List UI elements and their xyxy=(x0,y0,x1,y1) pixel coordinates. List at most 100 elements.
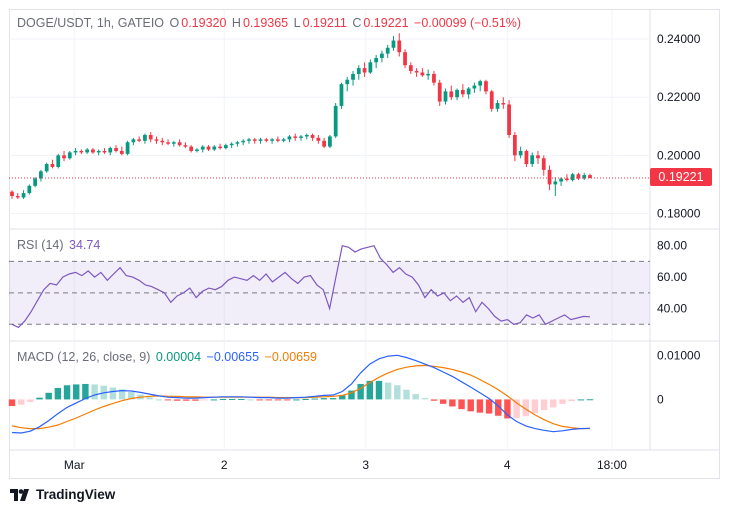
macd-histogram-bar xyxy=(320,398,328,400)
candle-body xyxy=(489,91,494,109)
macd-histogram-bar xyxy=(458,399,465,410)
tradingview-branding[interactable]: TradingView xyxy=(10,487,115,502)
candle-body xyxy=(472,85,477,89)
price-tick-label: 0.20000 xyxy=(657,148,701,162)
macd-histogram-bar xyxy=(550,399,557,408)
time-tick-label: Mar xyxy=(64,458,85,472)
close-value: 0.19221 xyxy=(363,16,409,30)
candle-body xyxy=(10,191,14,197)
macd-histogram-bar xyxy=(366,380,374,400)
price-legend: DOGE/USDT, 1h, GATEIO O 0.19320 H 0.19365 … xyxy=(17,16,523,30)
macd-histogram-bar xyxy=(504,399,511,419)
candle-body xyxy=(507,104,511,135)
candle-body xyxy=(518,150,523,156)
candle-body xyxy=(426,73,431,76)
rsi-value: 34.74 xyxy=(69,238,101,252)
macd-histogram-bar xyxy=(329,398,337,400)
candle-body xyxy=(160,140,165,143)
candle-body xyxy=(15,196,20,198)
candle-body xyxy=(351,73,355,80)
macd-histogram-bar xyxy=(577,399,585,401)
macd-histogram-bar xyxy=(201,399,208,401)
rsi-tick-label: 80.00 xyxy=(657,239,687,253)
macd-histogram-bar xyxy=(256,399,263,401)
candle-body xyxy=(420,72,425,76)
candle-body xyxy=(432,73,436,83)
macd-histogram-bar xyxy=(274,399,282,401)
candle-body xyxy=(212,146,217,150)
candle-body xyxy=(403,52,407,66)
candle-body xyxy=(33,178,37,186)
candle-body xyxy=(397,40,402,53)
candle-body xyxy=(443,91,448,102)
tradingview-name: TradingView xyxy=(36,487,116,502)
candle-body xyxy=(206,146,211,150)
candle-body xyxy=(91,149,95,153)
candle-body xyxy=(299,136,303,138)
macd-histogram-bar xyxy=(311,398,318,400)
tradingview-logo-icon xyxy=(10,488,29,501)
candle-body xyxy=(570,174,575,181)
chart-frame[interactable] xyxy=(9,9,720,479)
symbol-label[interactable]: DOGE/USDT, 1h, GATEIO xyxy=(17,16,165,30)
candle-body xyxy=(536,155,540,159)
macd-histogram-bar xyxy=(118,389,126,400)
candle-body xyxy=(437,82,442,102)
candle-body xyxy=(478,81,483,86)
candle-body xyxy=(189,146,194,151)
macd-histogram-bar xyxy=(219,398,227,400)
low-value: 0.19211 xyxy=(302,16,347,30)
macd-histogram-bar xyxy=(302,398,309,400)
candle-body xyxy=(328,136,332,147)
macd-histogram-bar xyxy=(164,399,172,401)
macd-histogram-bar xyxy=(348,390,355,400)
macd-histogram-bar xyxy=(559,399,566,404)
candle-body xyxy=(119,150,124,154)
candle-body xyxy=(495,103,500,109)
candle-body xyxy=(322,140,326,147)
axis-labels: Mar 2 3 4 18:00 0.24000 0.22000 0.20000 0.18000 8… xyxy=(64,32,701,472)
candle-body xyxy=(235,142,240,144)
macd-histogram-bar xyxy=(8,399,16,407)
macd-title[interactable]: MACD (12, 26, close, 9) xyxy=(17,350,151,364)
candle-body xyxy=(530,155,535,165)
candle-body xyxy=(252,139,257,141)
candle-body xyxy=(258,139,263,141)
time-tick-label: 18:00 xyxy=(597,458,627,472)
candle-body xyxy=(281,139,286,141)
macd-histogram-bar xyxy=(192,399,199,401)
macd-legend: MACD (12, 26, close, 9) 0.00004 −0.00655… xyxy=(17,350,319,364)
candle-body xyxy=(316,137,321,141)
price-tick-label: 0.24000 xyxy=(657,32,701,46)
macd-line xyxy=(11,354,591,434)
macd-histogram-bar xyxy=(568,399,575,402)
candle-body xyxy=(56,155,61,167)
macd-histogram-bar xyxy=(476,399,484,413)
rsi-title[interactable]: RSI (14) xyxy=(17,238,64,252)
macd-histogram-bar xyxy=(485,399,493,414)
rsi-line-group xyxy=(11,244,591,329)
candle-body xyxy=(588,175,592,178)
open-label: O xyxy=(169,16,180,30)
macd-histogram-bar xyxy=(238,398,245,400)
price-tick-label: 0.18000 xyxy=(657,206,701,220)
macd-histogram-bar xyxy=(384,382,392,400)
macd-histogram-bar xyxy=(531,399,539,414)
close-label: C xyxy=(352,16,362,30)
rsi-band xyxy=(9,260,650,325)
candle-body xyxy=(565,178,569,181)
macd-histogram-bar xyxy=(467,399,474,412)
candle-body xyxy=(108,148,113,153)
macd-histogram-bar xyxy=(155,399,163,401)
macd-histogram-bar xyxy=(540,399,548,411)
candle-body xyxy=(21,193,26,198)
candle-body xyxy=(345,79,350,85)
macd-histogram-bar xyxy=(247,399,254,401)
candle-body xyxy=(241,140,246,143)
rsi-line xyxy=(11,244,591,329)
macd-histogram-bar xyxy=(357,383,364,400)
candle-body xyxy=(339,84,344,106)
candle-body xyxy=(276,139,280,141)
grid-lines xyxy=(9,10,650,450)
